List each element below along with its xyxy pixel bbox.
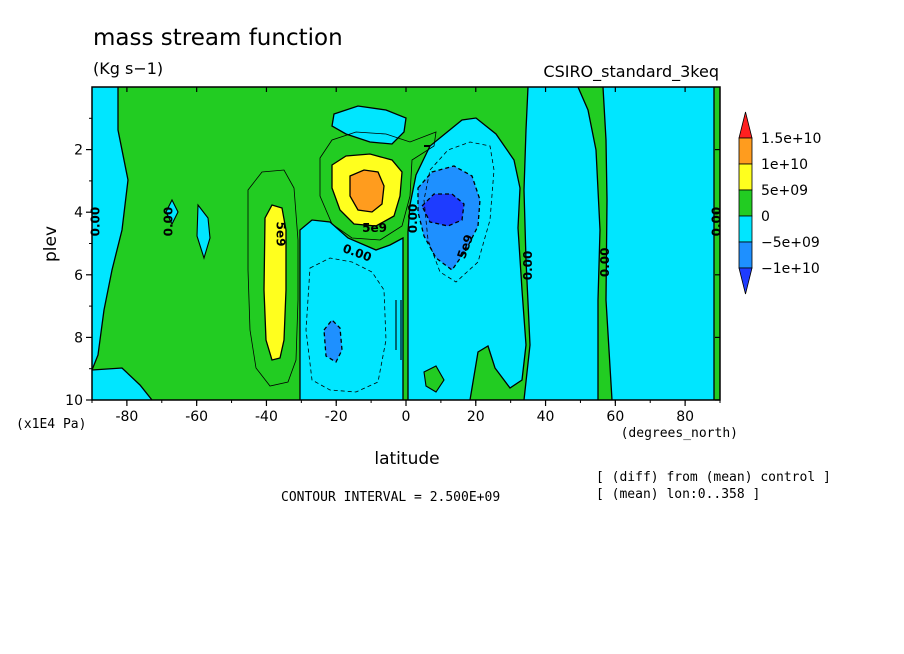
region-pos-yellow-sh <box>264 205 286 360</box>
contour-pos-sh-outer <box>247 169 299 387</box>
region-neg-sh-bottom <box>92 368 152 400</box>
note-mean: [ (mean) lon:0..358 ] <box>596 487 760 502</box>
contour-label: 5e9 <box>362 221 387 235</box>
colorbar-top-triangle <box>738 111 753 139</box>
colorbar-segment <box>738 215 753 243</box>
region-neg-nh-edge <box>603 87 714 400</box>
colorbar-label: 5e+09 <box>761 183 808 199</box>
y-tick-label: 6 <box>74 268 83 284</box>
contour-zero-a <box>92 87 129 371</box>
colorbar-label: −5e+09 <box>761 235 820 251</box>
contour-neg-nh-5e9 <box>417 165 481 271</box>
contour-zero-g <box>602 87 613 400</box>
contour-zero-e <box>523 87 531 400</box>
contour-label: 5e9 <box>273 222 287 247</box>
y-units-label: (x1E4 Pa) <box>16 417 86 432</box>
region-neg-core-sh <box>324 320 342 362</box>
contour-zero-l <box>423 365 445 393</box>
x-tick-label: 60 <box>606 409 624 425</box>
y-tick-label: 2 <box>74 143 83 159</box>
x-tick-label: 40 <box>537 409 555 425</box>
contour-field <box>92 87 720 400</box>
contour-zero-m <box>395 300 402 360</box>
region-pos-small-nh <box>424 366 444 392</box>
contour-label: 0.00 <box>710 207 724 237</box>
contour-zero-d <box>407 117 527 400</box>
dataset-label: CSIRO_standard_3keq <box>543 62 719 82</box>
x-axis-label: latitude <box>374 449 439 469</box>
colorbar-segment <box>738 137 753 165</box>
x-tick-label: -80 <box>115 409 138 425</box>
x-tick-label: -40 <box>255 409 278 425</box>
contour-zero-k <box>165 198 179 226</box>
colorbar-label: −1e+10 <box>761 261 820 277</box>
colorbar-segment <box>738 163 753 191</box>
colorbar-bottom-triangle <box>738 267 753 295</box>
region-pos-orange-max <box>350 170 384 212</box>
contour-label: 0.00 <box>162 207 176 237</box>
y-tick-label: 8 <box>74 330 83 346</box>
contour-label: 0.00 <box>406 204 420 234</box>
contour-lines <box>92 87 715 400</box>
region-pos-edge-nh <box>714 87 720 150</box>
contour-neg-sh-outer <box>305 257 387 393</box>
colorbar: 1.5e+10 1e+10 5e+09 0 −5e+09 −1e+10 <box>738 111 821 295</box>
contour-pos-upper-5e9 <box>331 153 403 227</box>
contour-zero-c <box>299 219 404 400</box>
region-neg-nh-mid <box>524 87 600 400</box>
x-axis: -80 -60 -40 -20 0 20 40 60 80 <box>91 87 721 425</box>
contour-pos-upper-1e10 <box>349 169 385 213</box>
x-tick-label: -60 <box>185 409 208 425</box>
chart-title: mass stream function <box>93 25 343 51</box>
x-units-label: (degrees_north) <box>621 426 738 441</box>
contour-pos-sh-5e9 <box>263 204 287 361</box>
x-tick-label: 80 <box>676 409 694 425</box>
chart-units: (Kg s−1) <box>93 59 163 78</box>
x-tick-label: -20 <box>325 409 348 425</box>
contour-label: 0.00 <box>521 251 535 281</box>
contour-label: 0.00 <box>598 247 612 277</box>
colorbar-label: 0 <box>761 209 770 225</box>
contour-zero-b <box>92 367 153 400</box>
colorbar-segment <box>738 241 753 269</box>
contour-neg-nh-1e10 <box>421 193 465 227</box>
contour-zero-f <box>577 87 601 400</box>
y-tick-label: 4 <box>74 205 83 221</box>
y-tick-label: 10 <box>65 393 83 409</box>
region-neg-min-nh <box>422 194 464 226</box>
colorbar-label: 1.5e+10 <box>761 131 821 147</box>
x-tick-label: 0 <box>402 409 411 425</box>
contour-neg-sh-core <box>323 319 343 363</box>
contour-pos-upper-outer <box>319 131 437 241</box>
colorbar-segment <box>738 189 753 217</box>
contour-label: 0.00 <box>88 207 102 237</box>
note-diff: [ (diff) from (mean) control ] <box>596 470 831 485</box>
colorbar-label: 1e+10 <box>761 157 808 173</box>
y-axis-label: plev <box>41 226 61 262</box>
contour-zero-j <box>196 203 211 260</box>
x-tick-label: 20 <box>467 409 485 425</box>
region-neg-sh-edge <box>92 87 128 370</box>
contour-interval: CONTOUR INTERVAL = 2.500E+09 <box>281 490 500 505</box>
y-axis: 2 4 6 8 10 <box>65 117 720 409</box>
